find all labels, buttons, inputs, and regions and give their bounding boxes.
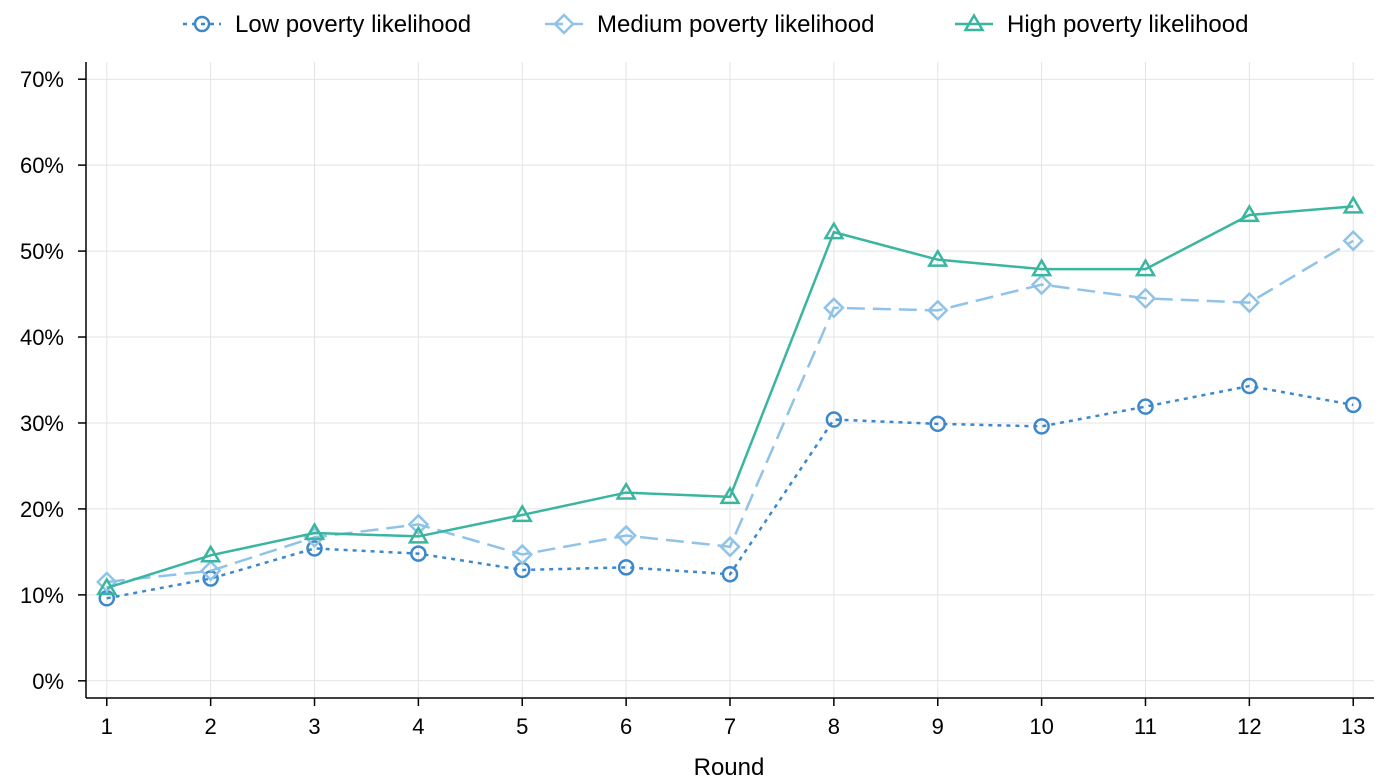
legend-marker-circle-icon	[193, 15, 211, 33]
data-point-triangle	[1342, 195, 1364, 214]
data-point-circle	[1241, 377, 1258, 395]
y-tick-label: 30%	[20, 411, 64, 436]
data-point-circle	[617, 559, 635, 576]
data-point-circle	[721, 565, 739, 583]
y-tick-label: 70%	[20, 67, 64, 92]
x-tick-label: 13	[1341, 714, 1365, 739]
series-line-circle	[106, 384, 1354, 600]
data-point-triangle	[615, 481, 637, 500]
x-tick-label: 6	[620, 714, 632, 739]
data-point-diamond	[96, 571, 118, 593]
x-tick-label: 5	[516, 714, 528, 739]
legend-marker-diamond-icon	[553, 13, 575, 35]
x-axis-title: Round	[694, 754, 765, 778]
data-point-circle	[1137, 398, 1154, 415]
data-point-circle	[1033, 418, 1050, 435]
series-line-triangle	[106, 205, 1354, 590]
y-tick-label: 50%	[20, 239, 64, 264]
legend: Low poverty likelihood Medium poverty lik…	[183, 11, 1248, 38]
y-tick-label: 60%	[20, 153, 64, 178]
data-point-diamond	[407, 513, 430, 536]
y-tick-label: 20%	[20, 497, 64, 522]
x-tick-label: 10	[1029, 714, 1053, 739]
x-tick-label: 3	[308, 714, 320, 739]
data-point-diamond	[926, 299, 949, 322]
x-tick-label: 8	[828, 714, 840, 739]
data-point-triangle	[823, 221, 845, 240]
data-point-triangle	[927, 248, 949, 267]
data-point-triangle	[719, 485, 741, 505]
data-point-diamond	[199, 560, 222, 582]
x-tick-label: 1	[101, 714, 113, 739]
x-tick-label: 2	[205, 714, 217, 739]
data-point-triangle	[96, 577, 118, 596]
data-point-diamond	[615, 524, 637, 547]
x-tick-label: 7	[724, 714, 736, 739]
data-point-diamond	[1238, 291, 1261, 314]
data-point-circle	[825, 411, 843, 428]
data-point-diamond	[511, 543, 534, 566]
grid-lines	[86, 62, 1374, 698]
x-tick-label: 11	[1134, 714, 1157, 739]
axes: 0%10%20%30%40%50%60%70%1 2 3 4 5 6 7 8 9 10 11 12 13	[20, 62, 1374, 739]
data-point-diamond	[823, 297, 845, 319]
data-point-diamond	[1030, 273, 1053, 296]
data-point-circle	[929, 415, 946, 433]
data-point-triangle	[1030, 258, 1053, 277]
data-point-circle	[410, 545, 427, 562]
y-tick-label: 10%	[20, 583, 64, 608]
data-point-diamond	[1134, 287, 1157, 310]
data-point-triangle	[407, 525, 430, 544]
data-point-diamond	[1342, 229, 1364, 252]
x-tick-label: 4	[412, 714, 424, 739]
y-tick-label: 40%	[20, 325, 64, 350]
legend-label: Medium poverty likelihood	[597, 11, 874, 38]
x-tick-label: 9	[932, 714, 944, 739]
data-point-triangle	[1238, 204, 1261, 223]
legend-label: High poverty likelihood	[1007, 11, 1248, 38]
data-point-circle	[1344, 396, 1362, 414]
y-tick-label: 0%	[32, 669, 64, 694]
data-point-diamond	[719, 535, 741, 558]
series-line-diamond	[106, 239, 1354, 584]
data-point-triangle	[303, 522, 326, 541]
legend-marker-triangle-icon	[963, 13, 985, 32]
data-point-triangle	[1134, 258, 1157, 277]
legend-label: Low poverty likelihood	[235, 11, 471, 38]
x-tick-label: 12	[1237, 714, 1261, 739]
data-point-triangle	[199, 544, 222, 563]
data-point-triangle	[511, 503, 533, 523]
data-series	[96, 195, 1364, 607]
data-point-circle	[306, 540, 323, 557]
